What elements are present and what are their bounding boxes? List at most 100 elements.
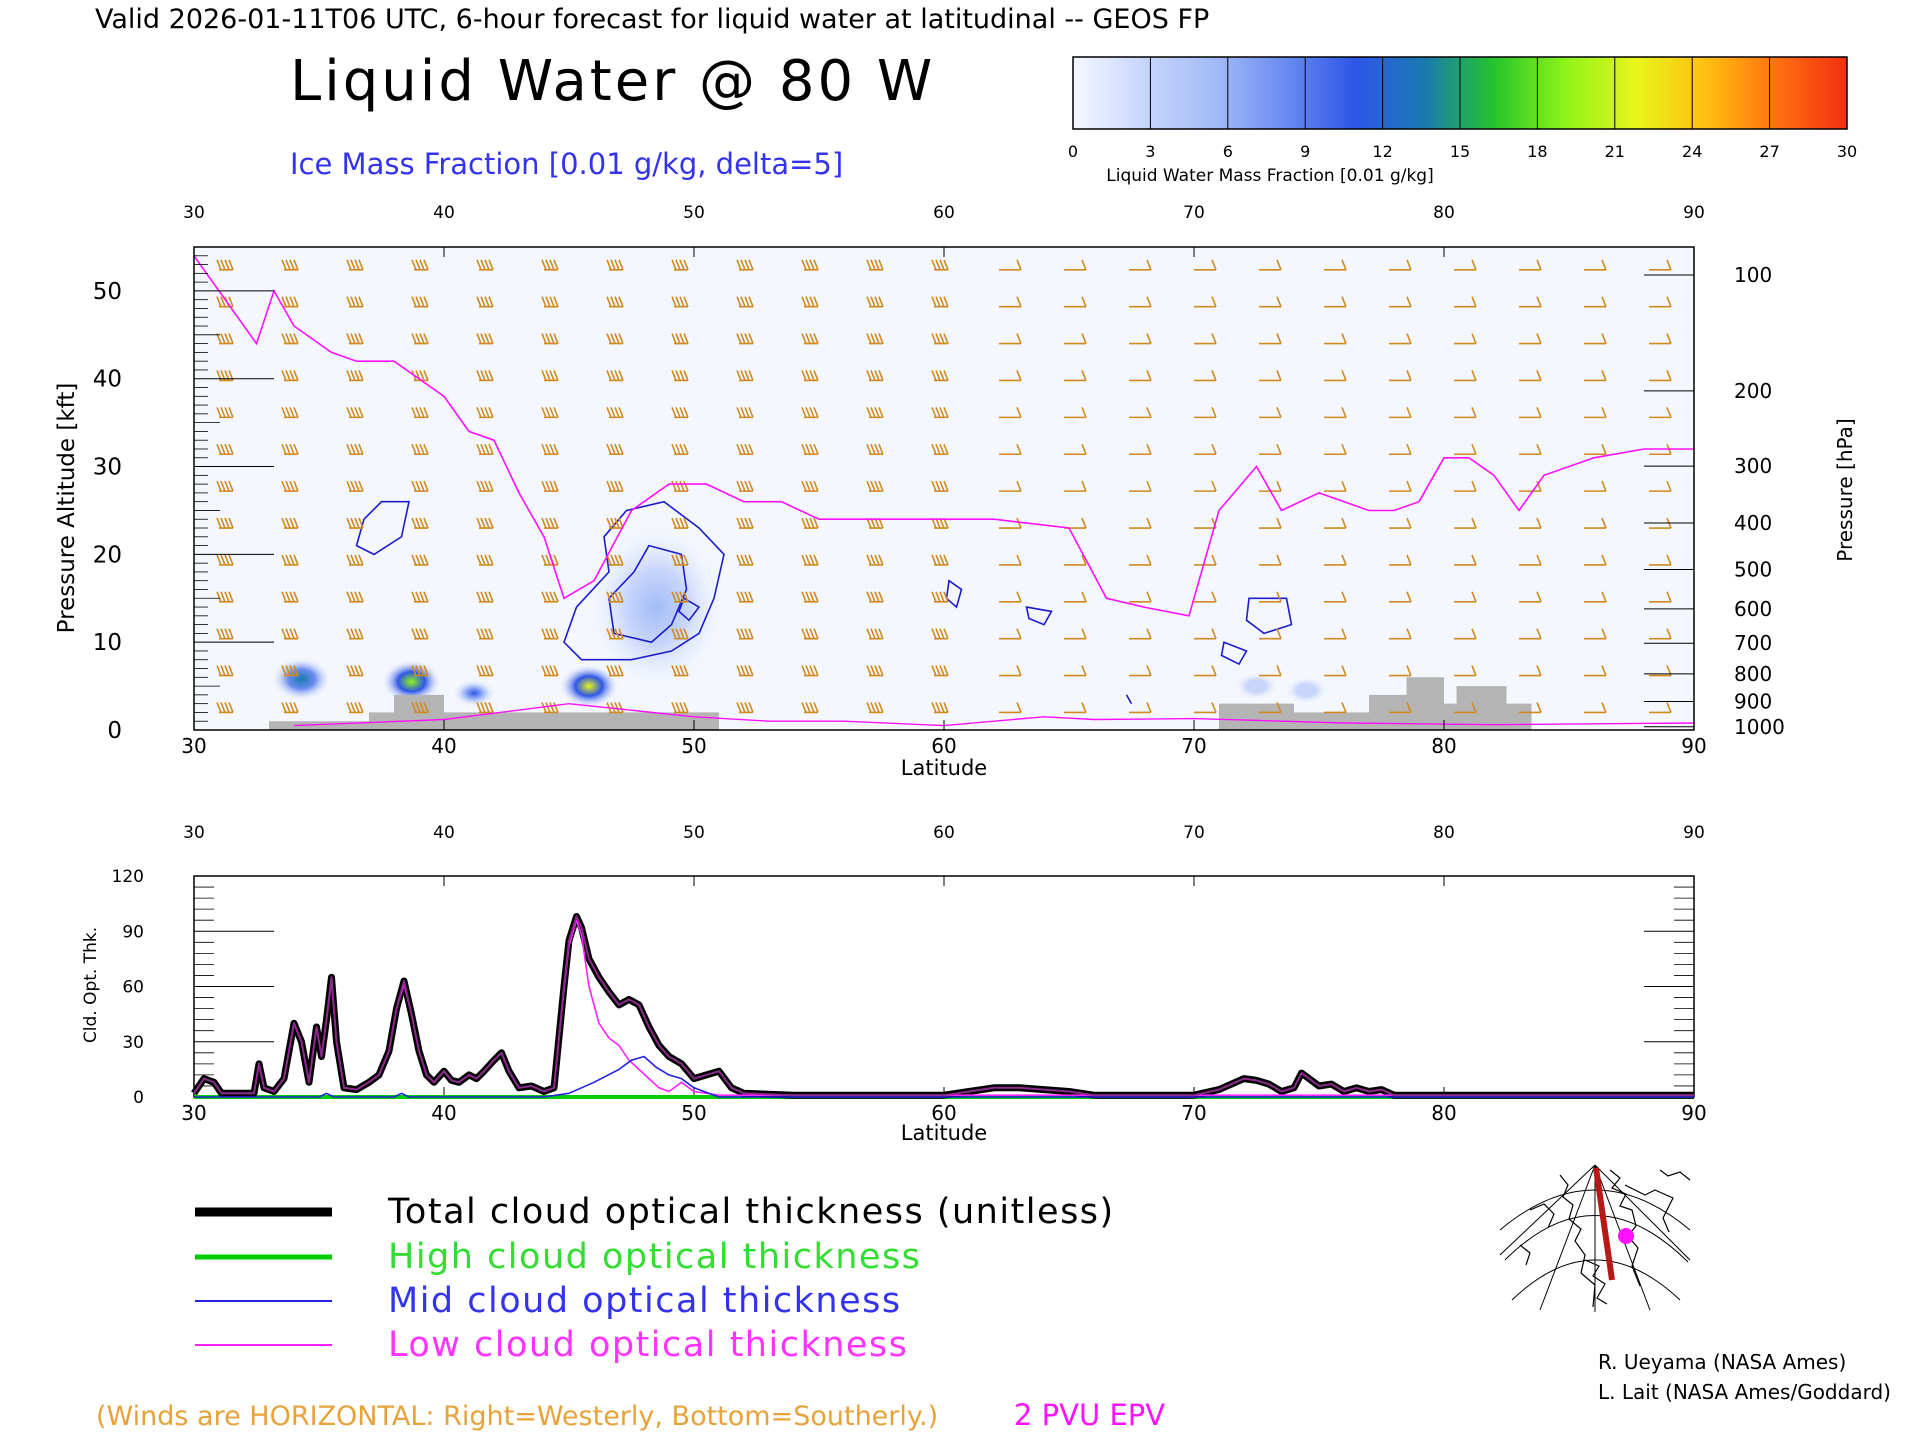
wind-barb [999,296,1022,308]
y-right-tick-label: 400 [1734,511,1772,535]
wind-barb [1064,702,1087,714]
wind-barb [866,517,884,529]
wind-barb [866,480,884,492]
colorbar-tick-label: 21 [1605,142,1625,161]
wind-barb [801,628,819,640]
wind-barb [411,480,429,492]
x-tick-label: 30 [181,734,206,758]
plot-frame [193,875,1695,1098]
wind-barb [346,370,364,382]
wind-barb [671,628,689,640]
wind-barb [216,554,234,566]
wind-barb [1584,370,1607,382]
wind-barb [216,443,234,456]
y-right-tick-label: 800 [1734,662,1772,686]
x-top-tick-label: 70 [1183,823,1205,843]
x-top-tick-label: 90 [1683,823,1705,843]
wind-barb [736,443,754,456]
wind-barb [1259,407,1282,419]
wind-barb [1389,296,1412,308]
wind-barb [281,333,299,345]
wind-barb [476,259,494,271]
wind-barb [1454,591,1477,603]
wind-barb [801,517,819,529]
wind-barb [411,443,429,456]
wind-barb [1649,480,1672,492]
wind-barb [931,370,949,382]
colorbar-tick-label: 6 [1223,142,1233,161]
colorbar-tick-label: 3 [1145,142,1155,161]
wind-barb [999,480,1022,492]
x-tick-label: 90 [1681,1101,1706,1125]
wind-barb [1324,443,1347,456]
wind-barb [1129,628,1152,640]
wind-barb [476,333,494,345]
wind-barb [411,517,429,529]
wind-barb [1129,591,1152,603]
wind-barb [411,554,429,566]
winds-note: (Winds are HORIZONTAL: Right=Westerly, B… [96,1401,938,1432]
colorbar-tick-label: 15 [1450,142,1470,161]
wind-barb [1519,554,1542,566]
x-tick-label: 80 [1431,734,1456,758]
wind-barb [1454,443,1477,456]
y-tick-label: 30 [122,1033,144,1053]
wind-barb [541,665,559,677]
wind-barb [216,370,234,382]
wind-barb [1454,628,1477,640]
epv-2pvu-line [193,255,1694,617]
wind-barb [1129,407,1152,419]
wind-barb [866,591,884,603]
legend-low-label: Low cloud optical thickness [388,1325,908,1365]
wind-barb [1324,333,1347,345]
y-tick-label: 40 [93,367,122,393]
wind-barb [281,259,299,271]
wind-barb [1519,702,1542,714]
bottom-xlabel: Latitude [901,1121,987,1145]
wind-barb [346,665,364,677]
wind-barb [1584,554,1607,566]
colorbar-tick-label: 9 [1300,142,1310,161]
wind-barb [866,702,884,714]
wind-barb [216,333,234,345]
wind-barb [1064,591,1087,603]
wind-barb [1194,370,1217,382]
wind-barb [346,333,364,345]
wind-barb [1324,628,1347,640]
wind-barb [999,333,1022,345]
wind-barb [866,443,884,456]
wind-barb [1259,665,1282,677]
wind-barb [801,259,819,271]
x-top-tick-label: 50 [683,823,705,843]
map-coastlines [1519,1169,1691,1308]
credit-1: R. Ueyama (NASA Ames) [1598,1350,1846,1374]
wind-barb [1519,259,1542,271]
wind-barb [1519,296,1542,308]
wind-barb [346,591,364,603]
ice-contour [678,597,701,622]
wind-barb [1194,702,1217,714]
wind-barb [1324,591,1347,603]
wind-barb [801,554,819,566]
x-top-tick-label: 70 [1183,203,1205,223]
wind-barb [606,370,624,382]
wind-barb [1649,554,1672,566]
wind-barb [1324,296,1347,308]
y-tick-label: 120 [112,867,144,887]
legend-total-label: Total cloud optical thickness (unitless) [387,1192,1115,1232]
wind-barb [736,407,754,419]
wind-barb [216,407,234,419]
y-tick-label: 90 [122,922,144,942]
wind-barb [1324,407,1347,419]
wind-barb [1649,407,1672,419]
wind-barb [541,370,559,382]
bottom-ylabel: Cld. Opt. Thk. [81,927,101,1043]
wind-barb [346,407,364,419]
subtitle: Ice Mass Fraction [0.01 g/kg, delta=5] [290,147,843,181]
wind-barb [476,443,494,456]
wind-barb [1259,517,1282,529]
x-tick-label: 30 [181,1101,206,1125]
wind-barb [1454,407,1477,419]
wind-barb [541,628,559,640]
